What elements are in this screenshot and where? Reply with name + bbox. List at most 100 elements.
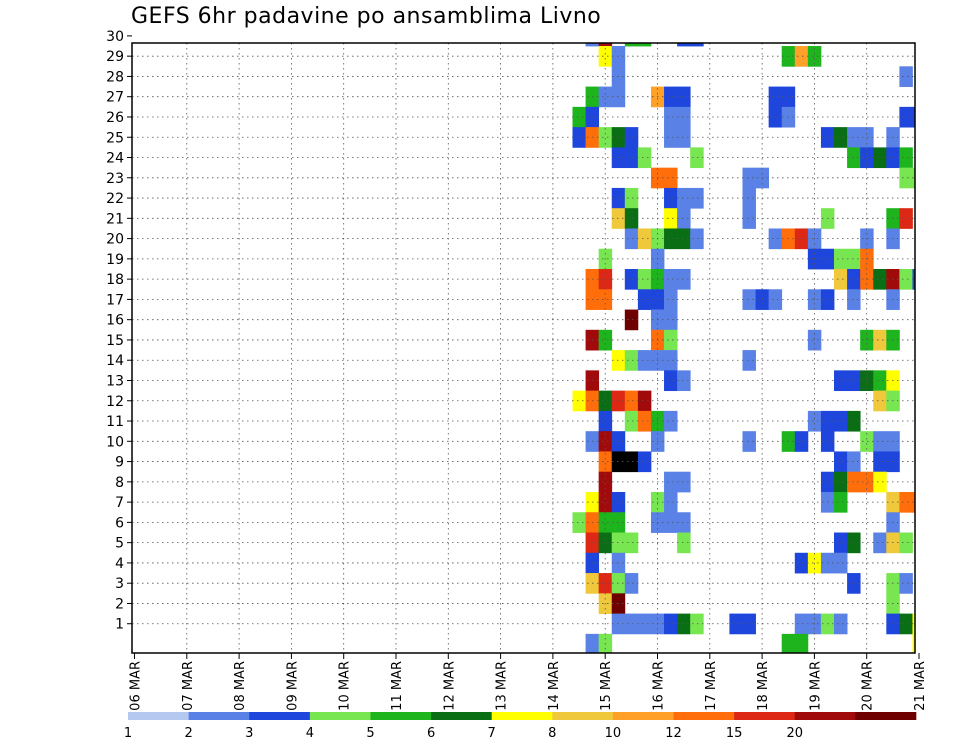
heatmap-cell — [768, 228, 783, 250]
heatmap-cell — [768, 106, 783, 128]
heatmap-cell — [834, 410, 848, 432]
heatmap-cell — [926, 431, 939, 452]
heatmap-cell — [860, 127, 874, 148]
heatmap-cell — [572, 390, 586, 412]
heatmap-cell — [598, 532, 613, 554]
y-tick-label: 13 — [106, 373, 124, 389]
x-tick-label: 09 MAR — [285, 661, 300, 711]
heatmap-cell — [598, 431, 613, 452]
heatmap-cell — [834, 532, 848, 554]
heatmap-cell — [834, 471, 848, 493]
y-tick-label: 22 — [106, 191, 124, 207]
plot-frame — [131, 42, 916, 654]
y-tick-label: 3 — [115, 576, 124, 592]
y-tick-label: 26 — [106, 110, 124, 126]
heatmap-cell — [664, 491, 678, 513]
heatmap-cell — [794, 633, 809, 653]
heatmap-cell — [598, 86, 613, 108]
heatmap-cell — [598, 289, 613, 310]
heatmap-cell — [926, 391, 939, 412]
heatmap-cell — [926, 147, 939, 168]
heatmap-cell — [860, 370, 874, 392]
heatmap-cell — [664, 269, 678, 290]
heatmap-cell — [637, 269, 652, 290]
heatmap-cell — [624, 410, 639, 432]
heatmap-cell — [899, 532, 913, 554]
colorbar-label: 3 — [245, 726, 253, 741]
heatmap-cell — [729, 613, 743, 635]
heatmap-cell — [664, 208, 678, 229]
heatmap-cell — [664, 370, 678, 392]
x-tick-label: 11 MAR — [390, 661, 405, 711]
heatmap-cell — [847, 410, 861, 432]
heatmap-cell — [624, 350, 639, 371]
colorbar-swatch — [855, 712, 917, 720]
x-tick-label: 10 MAR — [338, 661, 353, 711]
heatmap-cell — [572, 127, 586, 148]
heatmap-cell — [637, 613, 652, 635]
heatmap-cell — [624, 127, 639, 148]
heatmap-cell — [899, 208, 913, 229]
heatmap-cell — [847, 370, 861, 392]
heatmap-cell — [952, 168, 960, 189]
heatmap-cell — [768, 289, 783, 310]
x-tick-label: 08 MAR — [233, 661, 248, 711]
heatmap-cell — [598, 451, 613, 473]
heatmap-cell — [873, 532, 887, 554]
heatmap-cell — [873, 329, 887, 351]
heatmap-cell — [677, 208, 691, 229]
heatmap-cell — [677, 187, 691, 209]
heatmap-cell — [939, 168, 952, 189]
y-tick-label: 28 — [106, 69, 124, 85]
heatmap-cell — [847, 269, 861, 290]
heatmap-cell — [794, 552, 809, 574]
y-tick-label: 5 — [115, 536, 124, 552]
y-tick-label: 4 — [115, 556, 124, 572]
y-tick-label: 30 — [106, 29, 124, 45]
heatmap-cell — [690, 43, 704, 47]
heatmap-cell — [585, 43, 600, 47]
colorbar: 1 2 3 4 5 6 7 8 10 12 15 20 — [124, 712, 917, 741]
heatmap-cell — [926, 370, 939, 391]
heatmap-cell — [637, 228, 652, 250]
colorbar-label: 2 — [184, 726, 192, 741]
heatmap-cell — [624, 309, 639, 331]
heatmap-cell — [598, 410, 613, 432]
heatmap-cell — [690, 228, 704, 250]
heatmap-cell — [742, 167, 756, 189]
y-tick-label: 27 — [106, 90, 124, 106]
grid-lines — [132, 43, 915, 653]
heatmap-cell — [794, 46, 809, 67]
heatmap-cell — [899, 106, 913, 128]
heatmap-cell — [677, 127, 691, 148]
heatmap-cell — [598, 43, 613, 47]
heatmap-cell — [873, 370, 887, 392]
colorbar-swatch — [612, 712, 674, 720]
heatmap-cell — [873, 451, 887, 473]
x-tick-label: 14 MAR — [547, 661, 562, 711]
heatmap-cell — [637, 451, 652, 473]
heatmap-cell — [637, 289, 652, 310]
colorbar-label: 8 — [548, 726, 556, 741]
x-axis: 06 MAR 07 MAR 08 MAR 09 MAR 10 MAR 11 MAR 12 M… — [129, 653, 928, 711]
colorbar-label: 7 — [488, 726, 496, 741]
heatmap-cell — [637, 410, 652, 432]
heatmap-cell — [677, 106, 691, 128]
heatmap-cell — [664, 167, 678, 189]
y-tick-label: 2 — [115, 596, 124, 612]
colorbar-label: 15 — [726, 726, 743, 741]
heatmap-cell — [873, 390, 887, 412]
heatmap-cell — [624, 613, 639, 635]
heatmap-cell — [677, 43, 691, 47]
heatmap-cell — [912, 106, 915, 128]
heatmap-cell — [847, 289, 861, 310]
y-axis: 1234567891011121314151617181920212223242… — [106, 29, 132, 633]
heatmap-cell — [912, 491, 915, 513]
heatmap-cell — [585, 633, 600, 653]
heatmap-cell — [847, 573, 861, 594]
x-tick-label: 07 MAR — [181, 661, 196, 711]
heatmap-cell — [677, 269, 691, 290]
colorbar-label: 1 — [124, 726, 132, 741]
x-tick-label: 13 MAR — [495, 661, 510, 711]
heatmap-cell — [873, 431, 887, 452]
